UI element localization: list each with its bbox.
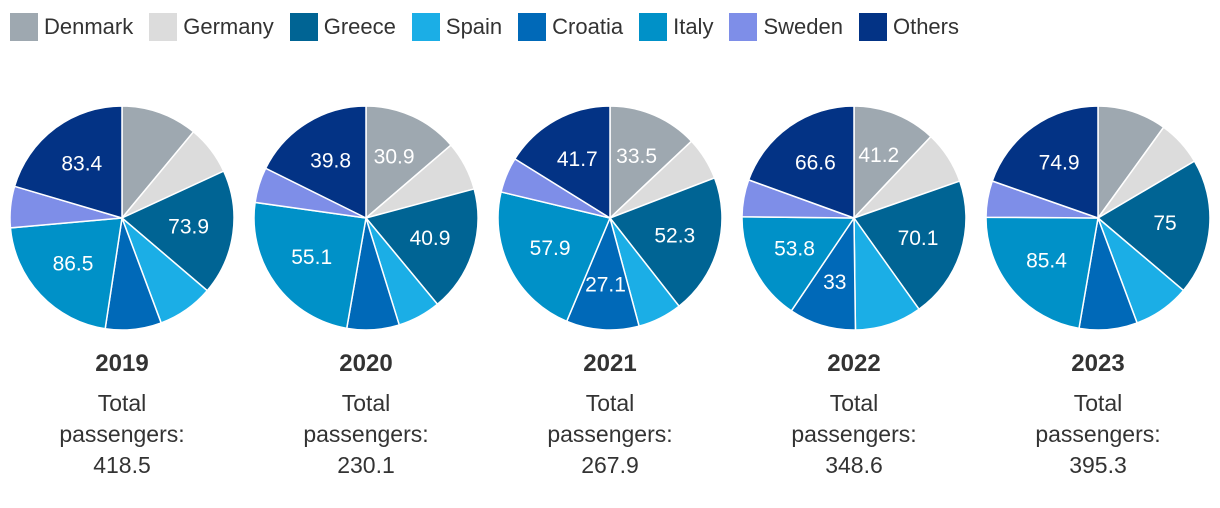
passengers-word: passengers: xyxy=(791,421,917,447)
legend-swatch-italy xyxy=(639,13,668,41)
slice-2023-italy xyxy=(985,216,1099,330)
legend-label-croatia: Croatia xyxy=(552,14,624,39)
slice-2022-others xyxy=(747,105,855,220)
slice-2021-croatia xyxy=(565,215,641,331)
legend-swatch-denmark xyxy=(10,13,38,41)
legend-label-italy: Italy xyxy=(673,14,714,39)
slice-2019-italy xyxy=(9,217,123,330)
legend-item-spain: Spain xyxy=(411,13,503,41)
legend-item-greece: Greece xyxy=(289,13,396,41)
total-value: 267.9 xyxy=(581,452,639,478)
slice-2021-others xyxy=(513,105,611,220)
slice-label-2021-greece: 52.3 xyxy=(654,224,695,247)
slice-2019-denmark xyxy=(121,105,195,221)
slice-label-2022-denmark: 41.2 xyxy=(858,144,899,167)
legend-swatch-sweden xyxy=(729,13,758,41)
slice-2019-greece xyxy=(120,170,235,292)
passengers-word: passengers: xyxy=(59,421,185,447)
total-word: Total xyxy=(341,390,391,416)
slice-label-2021-italy: 57.9 xyxy=(530,237,571,260)
slice-2022-greece xyxy=(852,180,967,311)
slice-label-2022-italy: 53.8 xyxy=(774,238,815,261)
legend-label-germany: Germany xyxy=(183,14,274,39)
slice-2020-others xyxy=(264,105,367,220)
legend-swatch-greece xyxy=(289,13,318,41)
legend-swatch-spain xyxy=(411,13,440,41)
legend-item-germany: Germany xyxy=(149,13,274,41)
legend-item-sweden: Sweden xyxy=(729,13,843,41)
passengers-word: passengers: xyxy=(303,421,429,447)
pie-total-2019: Total passengers: 418.5 xyxy=(22,388,222,481)
slice-label-2023-greece: 75 xyxy=(1153,212,1176,235)
pie-year-label-2023: 2023 xyxy=(1071,350,1125,377)
pie-total-2021: Total passengers: 267.9 xyxy=(510,388,710,481)
pie-total-2020: Total passengers: 230.1 xyxy=(266,388,466,481)
passengers-word: passengers: xyxy=(547,421,673,447)
slice-label-2020-others: 39.8 xyxy=(310,149,351,172)
legend-swatch-germany xyxy=(149,13,178,41)
legend-item-others: Others xyxy=(858,13,959,41)
legend-label-sweden: Sweden xyxy=(763,14,843,39)
slice-label-2022-others: 66.6 xyxy=(795,152,836,175)
legend-label-others: Others xyxy=(892,14,959,39)
slice-label-2023-others: 74.9 xyxy=(1039,152,1080,175)
pie-total-2022: Total passengers: 348.6 xyxy=(754,388,954,481)
slice-2019-others xyxy=(13,105,123,220)
total-value: 230.1 xyxy=(337,452,395,478)
slice-label-2023-italy: 85.4 xyxy=(1026,250,1067,273)
legend-item-denmark: Denmark xyxy=(10,13,133,41)
slice-label-2019-italy: 86.5 xyxy=(53,253,94,276)
slice-label-2022-croatia: 33 xyxy=(823,271,846,294)
slice-2020-greece xyxy=(364,188,479,306)
total-word: Total xyxy=(829,390,879,416)
slice-label-2021-others: 41.7 xyxy=(557,148,598,171)
legend-item-italy: Italy xyxy=(639,13,713,41)
total-value: 418.5 xyxy=(93,452,151,478)
slice-label-2021-denmark: 33.5 xyxy=(616,145,657,168)
slice-label-2021-croatia: 27.1 xyxy=(585,274,626,297)
slice-2021-greece xyxy=(608,176,723,308)
slice-2023-others xyxy=(991,105,1099,220)
chart-legend: Denmark Germany Greece Spain Croatia Ita… xyxy=(10,12,975,42)
pie-total-2023: Total passengers: 395.3 xyxy=(998,388,1198,481)
total-value: 348.6 xyxy=(825,452,883,478)
slice-2021-denmark xyxy=(609,105,693,220)
slice-2022-denmark xyxy=(853,105,932,220)
legend-label-spain: Spain xyxy=(445,14,503,39)
total-value: 395.3 xyxy=(1069,452,1127,478)
total-word: Total xyxy=(585,390,635,416)
slice-label-2020-denmark: 30.9 xyxy=(374,145,415,168)
legend-swatch-croatia xyxy=(518,13,547,41)
pie-year-label-2020: 2020 xyxy=(339,350,393,377)
slice-2023-greece xyxy=(1096,160,1211,292)
pie-year-label-2022: 2022 xyxy=(827,350,881,377)
slice-label-2019-greece: 73.9 xyxy=(168,216,209,239)
passengers-word: passengers: xyxy=(1035,421,1161,447)
slice-2020-denmark xyxy=(365,105,453,220)
legend-swatch-others xyxy=(858,13,887,41)
pie-year-label-2021: 2021 xyxy=(583,350,637,377)
slice-2022-italy xyxy=(741,216,856,312)
total-word: Total xyxy=(1073,390,1123,416)
slice-label-2020-greece: 40.9 xyxy=(410,227,451,250)
legend-label-denmark: Denmark xyxy=(44,14,134,39)
slice-label-2020-italy: 55.1 xyxy=(291,246,332,269)
slice-label-2022-greece: 70.1 xyxy=(898,227,939,250)
legend-item-croatia: Croatia xyxy=(518,13,623,41)
legend-label-greece: Greece xyxy=(323,14,396,39)
pie-year-label-2019: 2019 xyxy=(95,350,149,377)
slice-2021-italy xyxy=(497,191,612,323)
slice-label-2019-others: 83.4 xyxy=(61,153,102,176)
total-word: Total xyxy=(97,390,147,416)
slice-2020-italy xyxy=(253,201,367,330)
